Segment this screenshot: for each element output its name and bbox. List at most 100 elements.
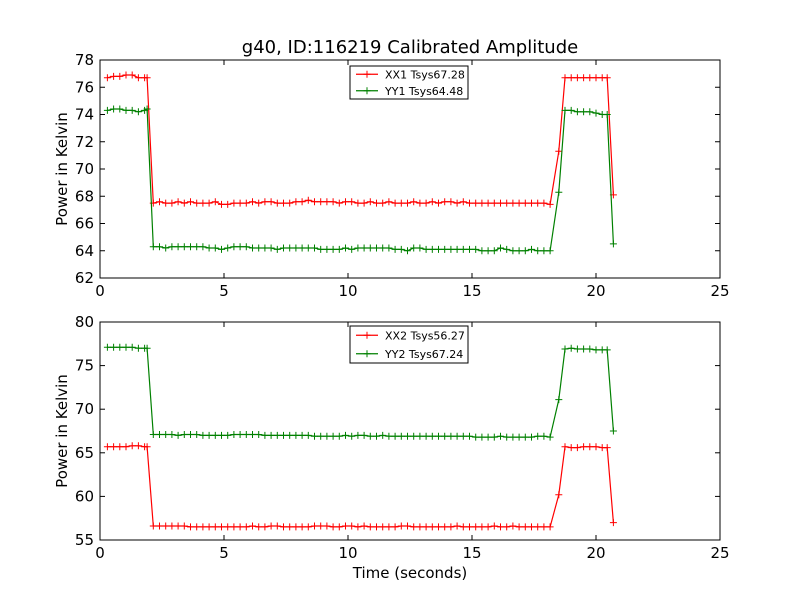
data-point-marker xyxy=(459,523,467,531)
data-point-marker xyxy=(298,431,306,439)
y-tick-label: 55 xyxy=(75,531,94,549)
data-point-marker xyxy=(503,433,511,441)
data-point-marker xyxy=(162,522,170,530)
data-point-marker xyxy=(561,443,569,451)
data-point-marker xyxy=(174,198,182,206)
data-point-marker xyxy=(515,247,523,255)
data-point-marker xyxy=(603,74,611,82)
x-axis-label: Time (seconds) xyxy=(352,564,468,582)
data-point-marker xyxy=(199,199,207,207)
data-point-marker xyxy=(534,523,542,531)
data-point-marker xyxy=(193,199,201,207)
data-point-marker xyxy=(205,244,213,252)
data-point-marker xyxy=(478,523,486,531)
data-point-marker xyxy=(428,198,436,206)
data-point-marker xyxy=(199,243,207,251)
data-point-marker xyxy=(603,111,611,118)
data-point-marker xyxy=(385,523,393,531)
data-point-marker xyxy=(573,345,581,353)
y-tick-label: 66 xyxy=(75,215,94,233)
x-tick-label: 5 xyxy=(219,282,229,300)
x-tick-label: 0 xyxy=(95,282,105,300)
data-point-marker xyxy=(435,432,442,440)
data-point-marker xyxy=(360,244,368,252)
data-point-marker xyxy=(342,244,349,252)
data-point-marker xyxy=(509,247,517,255)
data-point-marker xyxy=(168,431,176,438)
data-point-marker xyxy=(385,432,393,440)
data-point-marker xyxy=(273,522,281,530)
data-point-marker xyxy=(122,443,130,451)
data-point-marker xyxy=(497,523,504,531)
x-tick-label: 20 xyxy=(586,544,605,562)
data-point-marker xyxy=(280,244,287,252)
data-point-marker xyxy=(122,106,130,114)
data-point-marker xyxy=(168,199,176,207)
data-point-marker xyxy=(484,523,492,531)
x-tick-label: 10 xyxy=(338,544,357,562)
data-point-marker xyxy=(453,199,461,207)
data-point-marker xyxy=(180,431,188,438)
data-point-marker xyxy=(447,198,455,206)
data-point-marker xyxy=(484,247,492,255)
data-point-marker xyxy=(255,523,263,531)
data-point-marker xyxy=(335,432,343,440)
legend-marker xyxy=(363,350,371,358)
data-point-marker xyxy=(416,199,424,207)
x-tick-label: 25 xyxy=(710,544,729,562)
data-point-marker xyxy=(354,431,362,439)
data-point-marker xyxy=(561,74,569,82)
data-point-marker xyxy=(168,243,176,251)
data-point-marker xyxy=(422,199,430,207)
data-point-marker xyxy=(199,523,207,531)
data-point-marker xyxy=(366,432,374,440)
data-point-marker xyxy=(230,199,238,207)
y-tick-label: 80 xyxy=(75,313,94,331)
data-point-marker xyxy=(273,199,281,207)
data-point-marker xyxy=(134,108,142,116)
data-point-marker xyxy=(103,343,111,351)
data-point-marker xyxy=(103,106,111,114)
data-point-marker xyxy=(540,247,548,255)
data-point-marker xyxy=(603,444,611,452)
data-point-marker xyxy=(128,343,136,351)
data-point-marker xyxy=(329,198,337,206)
data-point-marker xyxy=(478,199,486,207)
data-point-marker xyxy=(603,346,611,354)
x-tick-label: 20 xyxy=(586,282,605,300)
data-point-marker xyxy=(592,74,600,82)
data-point-marker xyxy=(128,106,136,114)
data-point-marker xyxy=(218,200,225,208)
data-point-marker xyxy=(580,345,588,353)
data-point-marker xyxy=(366,198,374,206)
data-point-marker xyxy=(280,199,287,207)
y-tick-label: 70 xyxy=(75,160,94,178)
data-point-marker xyxy=(205,199,213,207)
data-point-marker xyxy=(323,522,331,530)
x-tick-label: 10 xyxy=(338,282,357,300)
data-point-marker xyxy=(497,432,504,440)
legend-marker xyxy=(363,70,371,78)
data-point-marker xyxy=(224,523,232,531)
data-point-marker xyxy=(311,432,318,440)
data-point-marker xyxy=(162,199,170,207)
data-point-marker xyxy=(472,433,480,441)
data-point-marker xyxy=(199,431,207,439)
data-point-marker xyxy=(224,200,232,208)
data-point-marker xyxy=(168,522,176,530)
data-point-marker xyxy=(174,431,182,439)
data-point-marker xyxy=(509,522,517,530)
data-point-marker xyxy=(490,433,498,441)
data-point-marker xyxy=(116,443,124,451)
data-point-marker xyxy=(561,345,569,353)
data-point-marker xyxy=(573,444,581,452)
data-point-marker xyxy=(373,244,380,252)
data-point-marker xyxy=(236,199,244,207)
data-point-marker xyxy=(329,245,337,253)
data-point-marker xyxy=(428,432,436,440)
data-point-marker xyxy=(286,431,294,439)
data-point-marker xyxy=(521,247,529,255)
data-point-marker xyxy=(528,245,535,253)
data-point-marker xyxy=(586,345,594,353)
data-point-marker xyxy=(128,71,136,79)
